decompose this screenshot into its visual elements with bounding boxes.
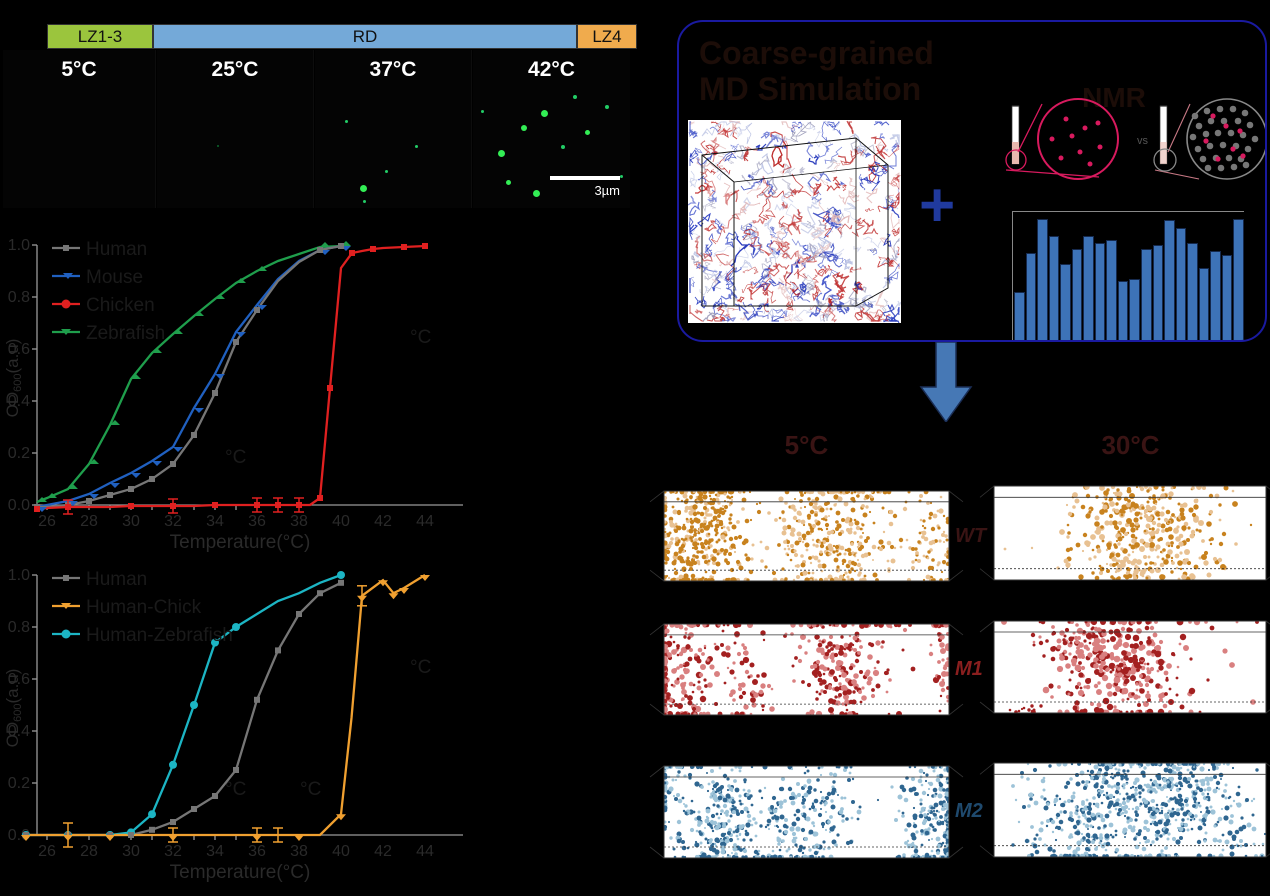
svg-text:40: 40 [332, 843, 350, 860]
svg-text:36: 36 [248, 513, 266, 530]
svg-text:36: 36 [248, 843, 266, 860]
svg-text:26: 26 [38, 843, 56, 860]
svg-text:38: 38 [290, 513, 308, 530]
svg-text:0.8: 0.8 [8, 289, 30, 306]
svg-text:28: 28 [80, 513, 98, 530]
svg-text:42: 42 [374, 843, 392, 860]
svg-text:42: 42 [374, 513, 392, 530]
svg-text:32: 32 [164, 513, 182, 530]
svg-text:vs: vs [1137, 135, 1149, 147]
svg-text:Human: Human [86, 239, 147, 260]
svg-text:0.0: 0.0 [8, 497, 30, 514]
svg-text:28: 28 [80, 843, 98, 860]
svg-text:26: 26 [38, 513, 56, 530]
svg-text:Temperature(°C): Temperature(°C) [170, 532, 311, 553]
svg-text:Human-Zebrafish: Human-Zebrafish [86, 625, 233, 646]
svg-text:Temperature(°C): Temperature(°C) [170, 862, 311, 883]
svg-text:1.0: 1.0 [8, 567, 30, 584]
svg-text:Human-Chick: Human-Chick [86, 597, 202, 618]
svg-text:44: 44 [416, 513, 434, 530]
svg-text:Chicken: Chicken [86, 295, 155, 316]
svg-text:0.2: 0.2 [8, 775, 30, 792]
svg-text:30: 30 [122, 843, 140, 860]
svg-text:1.0: 1.0 [8, 237, 30, 254]
svg-text:°C: °C [300, 779, 321, 800]
svg-text:Human: Human [86, 569, 147, 590]
svg-text:°C: °C [225, 447, 246, 468]
svg-text:30: 30 [122, 513, 140, 530]
svg-text:°C: °C [410, 327, 431, 348]
svg-text:38: 38 [290, 843, 308, 860]
svg-text:0.2: 0.2 [8, 445, 30, 462]
svg-text:40: 40 [332, 513, 350, 530]
svg-text:0.8: 0.8 [8, 619, 30, 636]
svg-text:44: 44 [416, 843, 434, 860]
svg-text:°C: °C [225, 779, 246, 800]
svg-text:34: 34 [206, 843, 224, 860]
svg-text:°C: °C [410, 657, 431, 678]
svg-text:34: 34 [206, 513, 224, 530]
svg-text:OD600(a.u): OD600(a.u) [3, 669, 24, 748]
svg-text:32: 32 [164, 843, 182, 860]
svg-text:OD600(a.u): OD600(a.u) [3, 339, 24, 418]
svg-text:Mouse: Mouse [86, 267, 143, 288]
svg-text:Zebrafish: Zebrafish [86, 323, 165, 344]
